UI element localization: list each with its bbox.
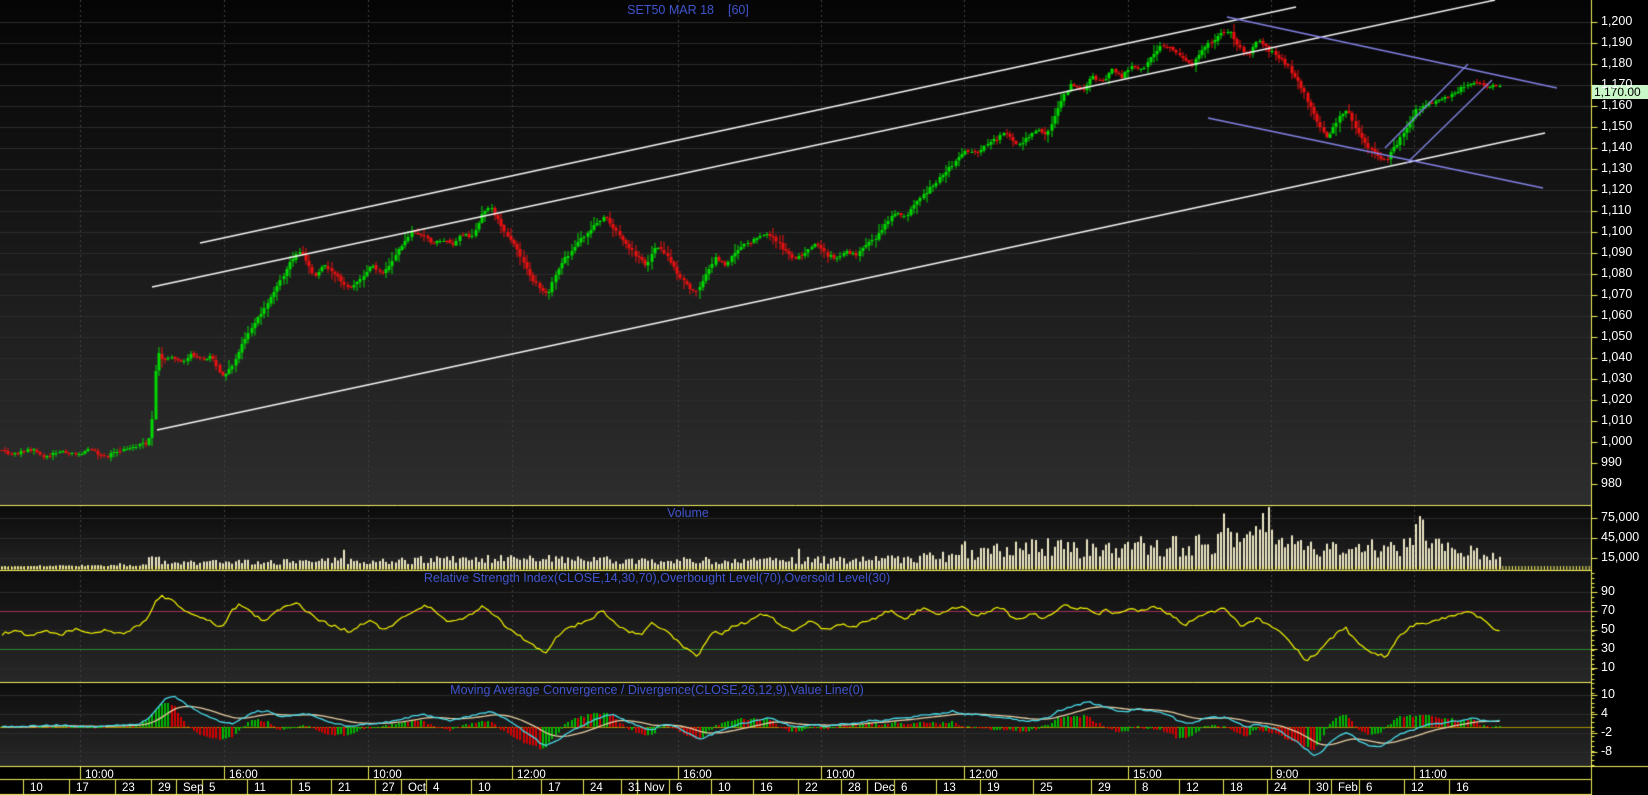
time-axis-date-label: 18	[1230, 781, 1243, 794]
price-axis-label: 1,040	[1601, 350, 1633, 364]
price-axis-label: 1,090	[1601, 245, 1633, 259]
time-axis-hour-label: 9:00	[1276, 768, 1299, 781]
time-axis-date-label: 17	[76, 781, 89, 794]
time-axis-date-label: 22	[805, 781, 818, 794]
time-axis-date-label: 11	[254, 781, 266, 794]
price-axis-label: 1,010	[1601, 413, 1633, 427]
time-axis-date-label: 5	[209, 781, 216, 794]
price-axis-label: 1,070	[1601, 287, 1633, 301]
price-axis-label: 1,170	[1601, 77, 1633, 91]
price-axis-label: 990	[1601, 455, 1622, 469]
chart-title: SET50 MAR 18 [60]	[627, 3, 749, 17]
time-axis-date-label: 16	[760, 781, 773, 794]
month-label: Feb	[1338, 781, 1358, 794]
price-axis-label: 980	[1601, 476, 1622, 490]
time-axis-date-label: 28	[848, 781, 861, 794]
time-axis-date-label: 4	[433, 781, 440, 794]
time-axis-hour-label: 10:00	[826, 768, 855, 781]
time-axis-hour-label: 11:00	[1419, 768, 1447, 781]
symbol-name: SET50 MAR 18	[627, 3, 714, 17]
time-axis-hour-label: 16:00	[229, 768, 258, 781]
time-axis-date-label: 30	[1316, 781, 1329, 794]
time-axis-date-label: 15	[298, 781, 311, 794]
time-axis-date-label: 21	[338, 781, 351, 794]
time-axis-hour-label: 16:00	[683, 768, 712, 781]
time-axis-date-label: 24	[590, 781, 603, 794]
time-axis-hour-label: 10:00	[85, 768, 114, 781]
rsi-axis-label: 50	[1601, 622, 1615, 636]
macd-axis-label: 4	[1601, 706, 1608, 721]
interval-badge: [60]	[727, 3, 749, 17]
month-label: Sep	[183, 781, 204, 794]
price-axis-label: 1,020	[1601, 392, 1633, 406]
month-label: Nov	[644, 781, 665, 794]
rsi-axis-label: 70	[1601, 603, 1615, 617]
time-axis-date-label: 6	[1366, 781, 1373, 794]
rsi-panel-title: Relative Strength Index(CLOSE,14,30,70),…	[423, 571, 891, 585]
price-axis-label: 1,080	[1601, 266, 1633, 280]
time-axis-date-label: 29	[1098, 781, 1111, 794]
time-axis-date-label: 10	[30, 781, 43, 794]
volume-axis-label: 75,000	[1601, 510, 1640, 524]
time-axis-date-label: 17	[548, 781, 561, 794]
price-axis-label: 1,120	[1601, 182, 1633, 196]
time-axis-date-label: 24	[1274, 781, 1287, 794]
price-axis-label: 1,000	[1601, 434, 1633, 448]
time-axis-date-label: 6	[901, 781, 908, 794]
time-axis-date-label: 19	[987, 781, 1000, 794]
price-axis-label: 1,130	[1601, 161, 1633, 175]
volume-axis-label: 15,000	[1601, 550, 1640, 564]
time-axis-date-label: 31	[628, 781, 641, 794]
time-axis-date-label: 10	[478, 781, 491, 794]
macd-axis-label: 10	[1601, 687, 1615, 702]
time-axis-date-label: 12	[1186, 781, 1199, 794]
price-axis-label: 1,190	[1601, 35, 1633, 49]
price-axis-label: 1,030	[1601, 371, 1633, 385]
time-axis-hour-label: 12:00	[517, 768, 546, 781]
price-axis-label: 1,200	[1601, 14, 1633, 28]
time-axis-date-label: 29	[158, 781, 171, 794]
time-axis-date-label: 8	[1142, 781, 1149, 794]
time-axis-hour-label: 12:00	[969, 768, 998, 781]
rsi-axis-label: 10	[1601, 660, 1615, 674]
rsi-axis-label: 30	[1601, 641, 1615, 655]
rsi-axis-label: 90	[1601, 584, 1615, 598]
month-label: Dec	[874, 781, 895, 794]
time-axis-hour-label: 15:00	[1133, 768, 1162, 781]
time-axis-date-label: 25	[1040, 781, 1053, 794]
macd-panel-title: Moving Average Convergence / Divergence(…	[450, 683, 864, 697]
macd-axis-label: -8	[1601, 744, 1613, 759]
time-axis-date-label: 10	[718, 781, 731, 794]
volume-panel-title: Volume	[667, 506, 709, 520]
time-axis-date-label: 27	[382, 781, 395, 794]
price-axis-label: 1,150	[1601, 119, 1633, 133]
macd-axis-label: -2	[1601, 725, 1613, 740]
month-label: Oct	[408, 781, 426, 794]
price-axis-label: 1,100	[1601, 224, 1633, 238]
price-axis-label: 1,060	[1601, 308, 1633, 322]
time-axis-date-label: 13	[943, 781, 956, 794]
time-axis-date-label: 23	[122, 781, 135, 794]
time-axis-date-label: 6	[676, 781, 683, 794]
price-axis-label: 1,110	[1601, 203, 1632, 217]
time-axis-hour-label: 10:00	[373, 768, 402, 781]
price-axis-label: 1,180	[1601, 56, 1633, 70]
last-price-tag: 1,170.00	[1592, 85, 1648, 99]
price-axis-label: 1,160	[1601, 98, 1633, 112]
price-axis-label: 1,050	[1601, 329, 1633, 343]
price-axis-label: 1,140	[1601, 140, 1633, 154]
time-axis-date-label: 12	[1411, 781, 1424, 794]
time-axis-date-label: 16	[1456, 781, 1469, 794]
volume-axis-label: 45,000	[1601, 530, 1640, 544]
